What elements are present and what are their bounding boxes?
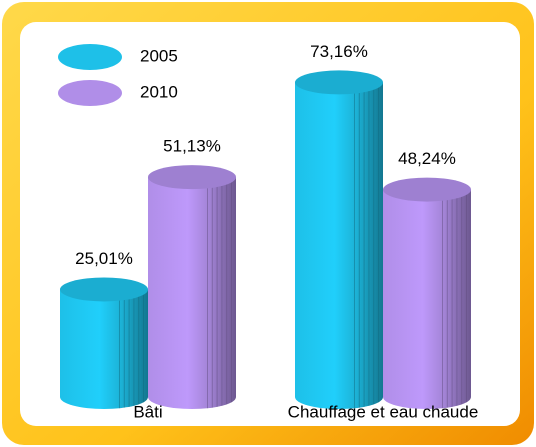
value-label: 25,01% [75,249,133,268]
cylinder-top [383,177,471,202]
cylinder-top [60,277,148,302]
cylinder-top [148,165,236,190]
x-tick-label: Chauffage et eau chaude [288,402,479,421]
cylinder [295,82,383,410]
x-tick-label: Bâti [133,402,162,421]
cylinder [60,289,148,409]
cylinder-top [295,70,383,95]
legend-swatch [58,80,122,106]
cylinder [383,189,471,409]
value-label: 48,24% [398,149,456,168]
legend-label: 2005 [140,46,178,65]
cylinder [148,177,236,409]
legend-swatch [58,44,122,70]
legend-label: 2010 [140,82,178,101]
value-label: 51,13% [163,137,221,156]
value-label: 73,16% [310,42,368,61]
